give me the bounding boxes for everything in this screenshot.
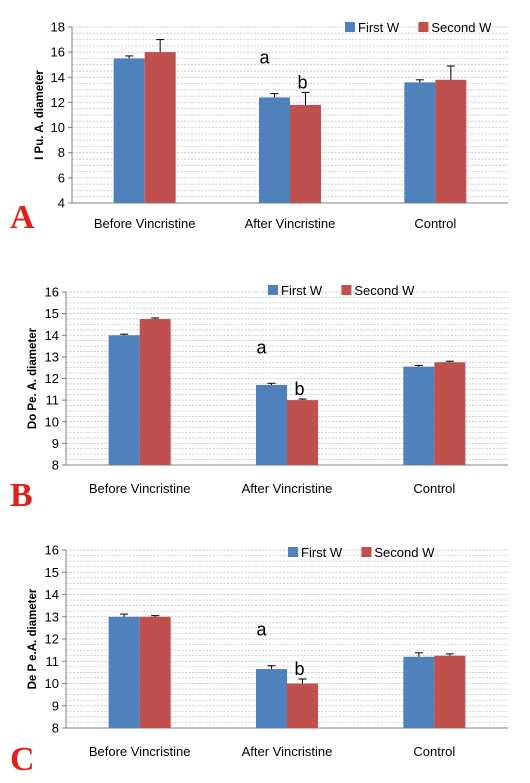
legend-swatch <box>268 285 278 295</box>
legend-label: First W <box>281 283 323 298</box>
x-category-label: Before Vincristine <box>89 481 191 496</box>
bar <box>403 656 435 728</box>
y-tick-label: 9 <box>52 436 59 451</box>
panel-letter: B <box>10 477 33 514</box>
bar <box>113 58 145 203</box>
y-tick-label: 18 <box>51 20 65 35</box>
bar <box>434 362 466 465</box>
y-tick-label: 16 <box>51 45 65 60</box>
x-category-label: After Vincristine <box>245 216 336 231</box>
bar <box>403 366 435 465</box>
y-tick-label: 9 <box>52 698 59 713</box>
x-category-label: Control <box>413 744 455 759</box>
bars <box>113 39 467 204</box>
legend-swatch <box>361 547 372 557</box>
bar <box>108 616 140 728</box>
annotation-label: a <box>256 337 267 357</box>
legend-swatch <box>288 547 298 557</box>
y-tick-label: 13 <box>45 349 59 364</box>
y-tick-label: 11 <box>46 393 60 408</box>
bar <box>404 82 436 203</box>
y-tick-label: 12 <box>45 632 59 647</box>
legend-label: Second W <box>431 20 492 35</box>
bar <box>108 335 140 465</box>
y-tick-label: 11 <box>46 654 60 669</box>
bar <box>256 669 287 728</box>
y-tick-label: 16 <box>45 543 59 558</box>
legend-swatch <box>341 285 352 295</box>
legend-swatch <box>345 22 355 32</box>
y-tick-label: 6 <box>58 170 65 185</box>
bars <box>108 317 466 465</box>
bar <box>287 400 318 465</box>
annotation-label: a <box>259 48 270 68</box>
annotation-label: b <box>294 379 304 399</box>
x-category-label: Before Vincristine <box>94 216 196 231</box>
y-axis-title: De P e.A. diameter <box>27 588 39 689</box>
bar <box>434 655 466 728</box>
bar <box>256 384 287 465</box>
y-tick-label: 8 <box>52 458 59 473</box>
bar <box>139 616 171 728</box>
x-category-label: After Vincristine <box>242 481 333 496</box>
x-category-label: Control <box>413 481 455 496</box>
chart-panel-b: 8 9 10 11 12 13 14 15 16 Do Pe. A. diameter Before… <box>10 283 508 514</box>
legend: First W Second W <box>288 545 435 560</box>
legend-label: Second W <box>354 283 415 298</box>
y-tick-label: 14 <box>51 70 65 85</box>
legend-label: First W <box>358 20 400 35</box>
y-tick-label: 10 <box>45 414 59 429</box>
y-tick-label: 8 <box>58 145 65 160</box>
annotation-label: b <box>294 659 304 679</box>
bars <box>108 613 466 728</box>
legend: First W Second W <box>345 20 492 35</box>
bar <box>287 683 318 728</box>
legend-swatch <box>418 22 429 32</box>
annotation-label: a <box>256 620 267 640</box>
panel-letter: C <box>10 741 35 778</box>
y-tick-label: 15 <box>45 306 59 321</box>
y-tick-label: 14 <box>45 587 59 602</box>
y-tick-label: 4 <box>58 196 65 211</box>
chart-panel-c: 8 9 10 11 12 13 14 15 16 De P e.A. diameter Before… <box>10 543 508 778</box>
legend-label: First W <box>301 545 343 560</box>
y-tick-label: 12 <box>45 371 59 386</box>
y-axis-title: Do Pe. A. diameter <box>27 327 39 429</box>
bar <box>259 97 290 203</box>
bar <box>139 319 171 465</box>
y-axis-title: I Pu. A. diameter <box>34 70 46 160</box>
y-tick-label: 10 <box>45 676 59 691</box>
y-tick-label: 13 <box>45 609 59 624</box>
y-tick-label: 8 <box>52 721 59 736</box>
bar <box>290 104 321 203</box>
x-category-label: After Vincristine <box>242 744 333 759</box>
legend-label: Second W <box>374 545 435 560</box>
y-tick-label: 14 <box>45 328 59 343</box>
panel-letter: A <box>10 199 35 236</box>
annotation-label: b <box>297 72 307 92</box>
x-category-label: Before Vincristine <box>89 744 191 759</box>
y-tick-label: 16 <box>45 285 59 300</box>
bar <box>435 79 467 203</box>
y-tick-label: 10 <box>51 120 65 135</box>
y-tick-label: 15 <box>45 565 59 580</box>
chart-panel-a: 4 6 8 10 12 14 16 18 I Pu. A. diameter Before Vin… <box>10 20 508 236</box>
legend: First W Second W <box>268 283 415 298</box>
y-tick-label: 12 <box>51 95 65 110</box>
x-category-label: Control <box>414 216 456 231</box>
bar <box>144 52 176 204</box>
